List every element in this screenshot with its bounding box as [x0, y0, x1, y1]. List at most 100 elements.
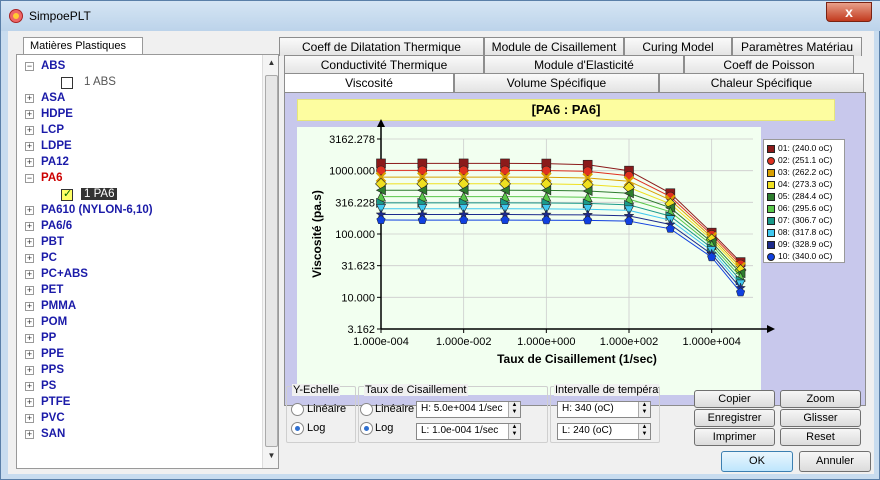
- tree-item-label: PA6: [41, 172, 63, 184]
- scroll-thumb[interactable]: [265, 75, 278, 447]
- series-8-point: [417, 203, 428, 214]
- y-tick-label: 3.162: [347, 324, 375, 336]
- x-tick-label: 1.000e-004: [353, 336, 409, 348]
- expand-icon[interactable]: +: [25, 125, 34, 135]
- scroll-up-icon[interactable]: ▲: [267, 58, 276, 67]
- expand-icon[interactable]: +: [25, 333, 34, 343]
- series-2-point: [376, 165, 386, 176]
- print-button[interactable]: Imprimer: [694, 428, 775, 446]
- copy-button[interactable]: Copier: [694, 390, 775, 408]
- expand-icon[interactable]: +: [25, 221, 34, 231]
- scroll-down-icon[interactable]: ▼: [267, 451, 276, 460]
- star-marker-icon: [767, 241, 775, 249]
- tab-coeff-de-dilatation-thermique[interactable]: Coeff de Dilatation Thermique: [279, 37, 484, 56]
- expand-icon[interactable]: +: [25, 365, 34, 375]
- tree-scrollbar[interactable]: ▲ ▼: [262, 55, 278, 468]
- tab-coeff-de-poisson[interactable]: Coeff de Poisson: [684, 55, 854, 74]
- expand-icon[interactable]: +: [25, 429, 34, 439]
- tab-parametres-materiau[interactable]: Paramètres Matériau: [732, 37, 862, 56]
- zoom-button[interactable]: Zoom: [780, 390, 861, 408]
- y-scale-log-radio[interactable]: [291, 422, 304, 435]
- x-tick-label: 1.000e+002: [600, 336, 658, 348]
- temp-low-value: L: 240 (oC): [562, 425, 613, 436]
- expand-icon[interactable]: +: [25, 349, 34, 359]
- diamond-marker-icon: [767, 181, 775, 189]
- temp-low-spinner-icon[interactable]: ▲ ▼: [638, 424, 650, 439]
- expand-icon[interactable]: +: [25, 253, 34, 263]
- tree-item-label: PC: [41, 252, 57, 264]
- series-3-point: [417, 171, 428, 183]
- shear-low-spinner-icon[interactable]: ▲ ▼: [508, 424, 520, 439]
- shear-high-spinner-icon[interactable]: ▲ ▼: [508, 402, 520, 417]
- save-button[interactable]: Enregistrer: [694, 409, 775, 427]
- drag-button[interactable]: Glisser: [780, 409, 861, 427]
- tree-subitem-label: 1 ABS: [84, 76, 116, 88]
- collapse-icon[interactable]: −: [25, 61, 34, 71]
- tab-curing-model[interactable]: Curing Model: [624, 37, 732, 56]
- series-line-2: [380, 169, 741, 265]
- expand-icon[interactable]: +: [25, 269, 34, 279]
- shear-linear-radio[interactable]: [360, 403, 373, 416]
- series-line-1: [380, 162, 741, 263]
- tree-subitem-checkbox[interactable]: [61, 77, 73, 89]
- legend-label: 04: (273.3 oC): [778, 179, 833, 189]
- shear-rate-title: Taux de Cisaillement: [364, 384, 468, 396]
- shear-low-input[interactable]: L: 1.0e-004 1/sec ▲ ▼: [416, 423, 521, 440]
- close-button[interactable]: x: [826, 2, 872, 22]
- series-10-point: [665, 223, 675, 233]
- series-8-point: [582, 204, 593, 215]
- expand-icon[interactable]: +: [25, 157, 34, 167]
- expand-icon[interactable]: +: [25, 413, 34, 423]
- tree-item-label: LCP: [41, 124, 64, 136]
- cancel-button[interactable]: Annuler: [799, 451, 871, 472]
- y-tick-label: 100.000: [335, 229, 375, 241]
- tree-item-label: LDPE: [41, 140, 72, 152]
- tree-item-label: PA610 (NYLON-6,10): [41, 204, 153, 216]
- tree-item-label: PC+ABS: [41, 268, 88, 280]
- expand-icon[interactable]: +: [25, 205, 34, 215]
- tree-item-label: ASA: [41, 92, 66, 104]
- tab-chaleur-specifique[interactable]: Chaleur Spécifique: [659, 73, 864, 92]
- tree-item-label: PPE: [41, 348, 65, 360]
- tab-conductivite-thermique[interactable]: Conductivité Thermique: [284, 55, 484, 74]
- viscosity-chart: 1.000e-004 1.000e-002 1.000e+000 1.000e+002…: [310, 119, 775, 366]
- temp-high-input[interactable]: H: 340 (oC) ▲ ▼: [557, 401, 651, 418]
- tree-item-label: POM: [41, 316, 68, 328]
- tree-item-label: PPS: [41, 364, 65, 376]
- series-line-7: [380, 202, 741, 281]
- y-scale-linear-label: Linéaire: [307, 403, 347, 415]
- expand-icon[interactable]: +: [25, 109, 34, 119]
- expand-icon[interactable]: +: [25, 285, 34, 295]
- expand-icon[interactable]: +: [25, 93, 34, 103]
- expand-icon[interactable]: +: [25, 397, 34, 407]
- expand-icon[interactable]: +: [25, 381, 34, 391]
- tab-viscosite[interactable]: Viscosité: [284, 73, 454, 92]
- shear-high-input[interactable]: H: 5.0e+004 1/sec ▲ ▼: [416, 401, 521, 418]
- y-scale-log-label: Log: [307, 422, 326, 434]
- expand-icon[interactable]: +: [25, 237, 34, 247]
- series-8-point: [458, 203, 469, 214]
- y-axis-arrow-icon: [377, 119, 385, 127]
- expand-icon[interactable]: +: [25, 301, 34, 311]
- y-scale-linear-radio[interactable]: [291, 403, 304, 416]
- tree-item-label: PBT: [41, 236, 64, 248]
- tab-module-d-elasticite[interactable]: Module d'Elasticité: [484, 55, 684, 74]
- x-axis-label: Taux de Cisaillement (1/sec): [497, 352, 657, 366]
- tree-item-label: PA12: [41, 156, 69, 168]
- temp-high-spinner-icon[interactable]: ▲ ▼: [638, 402, 650, 417]
- tab-volume-specifique[interactable]: Volume Spécifique: [454, 73, 659, 92]
- y-tick-label: 3162.278: [329, 134, 375, 146]
- tree-subitem-checkbox[interactable]: ✓: [61, 188, 73, 201]
- reset-button[interactable]: Reset: [780, 428, 861, 446]
- materials-tab[interactable]: Matières Plastiques: [23, 37, 143, 55]
- collapse-icon[interactable]: −: [25, 173, 34, 183]
- shear-log-radio[interactable]: [360, 422, 373, 435]
- expand-icon[interactable]: +: [25, 317, 34, 327]
- square-marker-icon: [767, 145, 775, 153]
- temp-low-input[interactable]: L: 240 (oC) ▲ ▼: [557, 423, 651, 440]
- series-10-point: [376, 215, 386, 224]
- expand-icon[interactable]: +: [25, 141, 34, 151]
- ok-button[interactable]: OK: [721, 451, 793, 472]
- tab-module-de-cisaillement[interactable]: Module de Cisaillement: [484, 37, 624, 56]
